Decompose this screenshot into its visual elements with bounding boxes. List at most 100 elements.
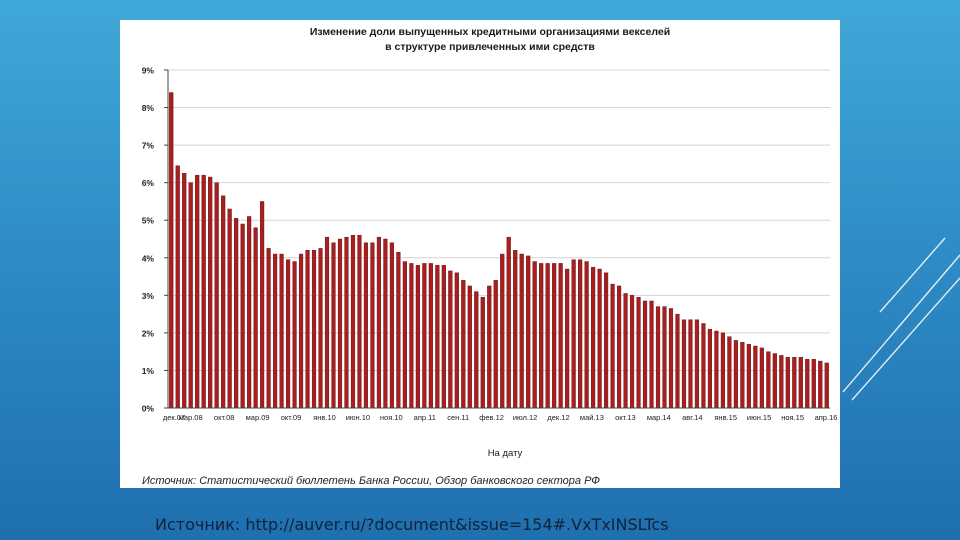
bar [311, 250, 317, 409]
bar [707, 328, 713, 409]
bar [234, 218, 239, 409]
bar [519, 253, 524, 409]
bar [642, 300, 648, 409]
bar [779, 355, 784, 409]
bar [733, 340, 738, 409]
bar [285, 259, 291, 409]
bar [357, 235, 362, 409]
bar [370, 242, 375, 409]
bar [428, 263, 433, 409]
bar [688, 319, 693, 409]
gridlines [168, 69, 830, 371]
bar [396, 251, 401, 409]
bar [759, 347, 764, 409]
bar [467, 285, 472, 409]
bar [409, 263, 414, 409]
bar [610, 283, 615, 409]
bar [545, 263, 550, 409]
x-tick-label: мар.09 [246, 413, 270, 422]
bar [675, 313, 680, 409]
x-tick-label: янв.15 [714, 413, 737, 422]
bar [623, 293, 628, 409]
bar [629, 295, 635, 409]
bar [461, 280, 466, 409]
bar [558, 263, 563, 409]
bar [324, 236, 330, 409]
bar [668, 308, 674, 409]
bar [318, 248, 323, 409]
y-tick-label: 2% [142, 328, 155, 338]
bar [195, 174, 200, 409]
bar [175, 165, 180, 409]
bar [389, 242, 394, 409]
bar [740, 342, 745, 409]
y-tick-label: 4% [142, 253, 155, 263]
bar [493, 280, 498, 409]
bar [753, 345, 758, 409]
bar [487, 285, 492, 409]
x-tick-label: окт.08 [214, 413, 235, 422]
bar [480, 297, 485, 409]
bar [240, 223, 245, 409]
x-tick-label: июн.10 [346, 413, 370, 422]
bar [694, 319, 700, 409]
bar [532, 261, 537, 409]
x-tick-label: ноя.15 [781, 413, 804, 422]
bar [720, 332, 725, 409]
bar [441, 265, 446, 409]
y-tick-label: 5% [142, 216, 155, 226]
bar [376, 236, 382, 409]
bar [701, 323, 706, 409]
bar [169, 92, 174, 409]
bar [746, 343, 751, 409]
bar [221, 195, 226, 409]
bar [402, 261, 407, 409]
bar [818, 360, 823, 409]
slide-source-link[interactable]: Источник: http://auver.ru/?document&issu… [155, 515, 669, 534]
x-tick-label: окт.09 [281, 413, 302, 422]
x-tick-label: ноя.10 [380, 413, 403, 422]
bar [201, 174, 206, 409]
bar [383, 238, 388, 409]
bar [279, 253, 284, 409]
bar [805, 358, 810, 409]
bar [571, 259, 576, 409]
bar [526, 255, 531, 409]
bar [578, 259, 583, 409]
bar [662, 306, 667, 409]
bar [597, 268, 602, 409]
bar [714, 330, 719, 409]
x-tick-label: окт.13 [615, 413, 636, 422]
bar [591, 266, 596, 409]
bar [273, 253, 278, 409]
bars [169, 92, 829, 409]
bar [435, 265, 440, 409]
bar [552, 263, 557, 409]
bar [188, 182, 193, 409]
y-tick-label: 7% [142, 141, 155, 151]
bar [604, 272, 609, 409]
bar [824, 362, 829, 409]
x-tick-label: сен.11 [447, 413, 469, 422]
bar [344, 236, 349, 409]
x-tick-label: дек.12 [547, 413, 569, 422]
bar [506, 236, 511, 409]
bar [298, 253, 304, 409]
bar [565, 268, 570, 409]
bar [772, 353, 777, 409]
x-axis-label: На дату [488, 448, 523, 459]
bar [422, 263, 427, 409]
bar [798, 357, 803, 409]
bar [415, 265, 420, 409]
x-tick-label: мар.14 [647, 413, 671, 422]
x-tick-label: апр.16 [815, 413, 838, 422]
bar [208, 176, 213, 409]
x-tick-label: янв.10 [313, 413, 336, 422]
bar [513, 250, 518, 409]
bar [247, 216, 252, 409]
chart-source-note: Источник: Статистический бюллетень Банка… [142, 475, 600, 487]
bar [584, 261, 589, 409]
bar [500, 253, 505, 409]
